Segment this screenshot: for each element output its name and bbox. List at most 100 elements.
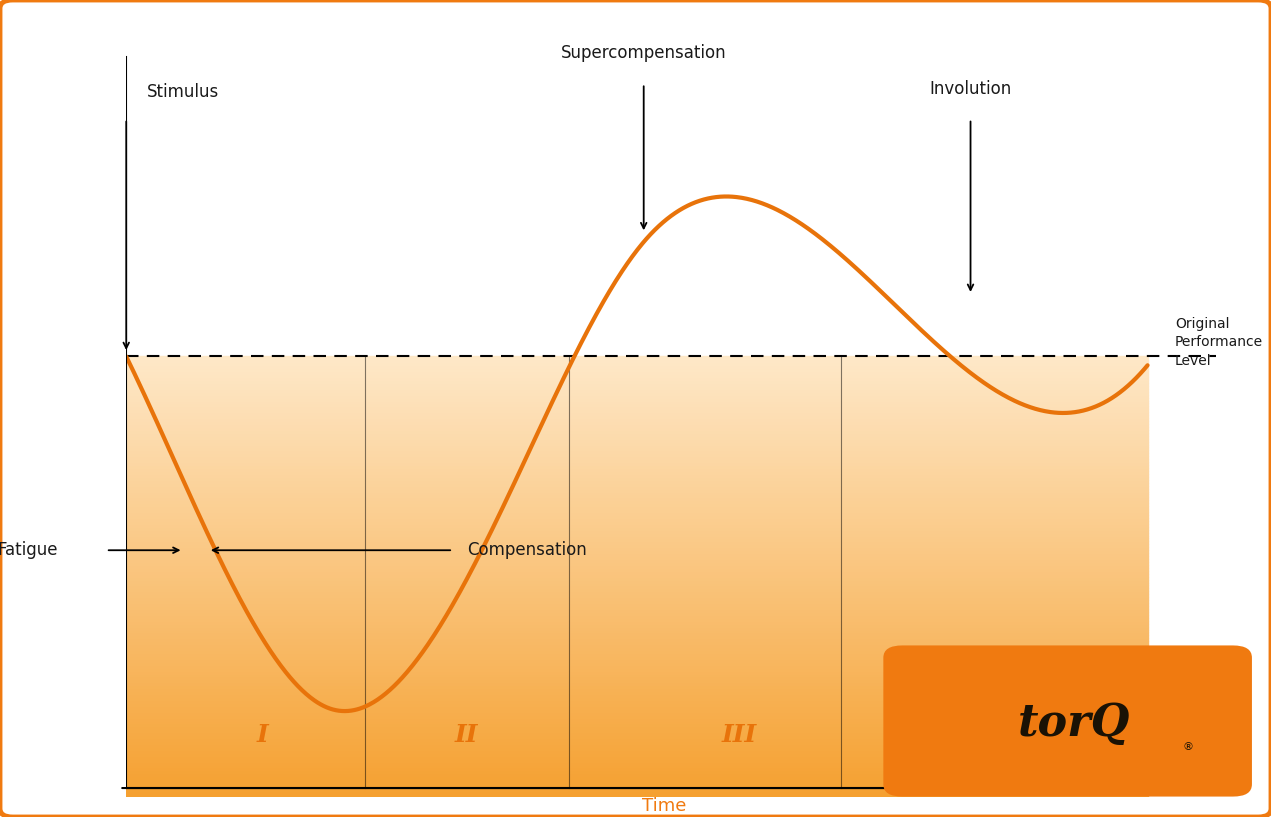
Bar <box>365 785 569 788</box>
Bar <box>841 465 1148 468</box>
Bar <box>126 362 365 365</box>
Bar <box>126 691 365 694</box>
Bar <box>841 556 1148 559</box>
Bar <box>841 448 1148 450</box>
Bar <box>841 538 1148 542</box>
Bar <box>126 386 365 389</box>
Bar <box>841 562 1148 565</box>
Bar <box>126 406 365 409</box>
Bar <box>365 752 569 756</box>
Bar <box>841 685 1148 688</box>
Bar <box>841 673 1148 676</box>
Bar <box>126 647 365 650</box>
Bar <box>126 483 365 485</box>
Bar <box>126 477 365 480</box>
Bar <box>841 389 1148 391</box>
Bar <box>841 492 1148 494</box>
Bar <box>841 671 1148 673</box>
Bar <box>841 659 1148 662</box>
Bar <box>569 659 841 662</box>
Bar <box>841 730 1148 732</box>
Bar <box>365 462 569 465</box>
Bar <box>365 377 569 380</box>
Bar <box>365 671 569 673</box>
Text: Time: Time <box>642 797 686 815</box>
Bar <box>365 550 569 553</box>
Bar <box>841 568 1148 571</box>
Bar <box>126 377 365 380</box>
Bar <box>126 456 365 459</box>
Bar <box>365 556 569 559</box>
Bar <box>365 662 569 665</box>
Bar <box>126 744 365 747</box>
Bar <box>365 521 569 524</box>
Bar <box>569 409 841 413</box>
Bar <box>126 609 365 612</box>
Bar <box>365 489 569 492</box>
Bar <box>841 380 1148 383</box>
Bar <box>569 606 841 609</box>
Bar <box>569 439 841 442</box>
Bar <box>365 565 569 568</box>
Bar <box>841 603 1148 606</box>
Bar <box>365 421 569 424</box>
Bar <box>126 409 365 413</box>
Bar <box>365 685 569 688</box>
Bar <box>365 427 569 430</box>
Bar <box>126 365 365 368</box>
Bar <box>841 533 1148 536</box>
Bar <box>126 459 365 462</box>
Bar <box>126 368 365 371</box>
Bar <box>841 456 1148 459</box>
Bar <box>365 765 569 767</box>
Bar <box>365 644 569 647</box>
Bar <box>126 521 365 524</box>
Bar <box>569 650 841 653</box>
Bar <box>841 450 1148 453</box>
Bar <box>365 380 569 383</box>
Bar <box>365 709 569 712</box>
Bar <box>365 444 569 448</box>
Bar <box>365 697 569 700</box>
Bar <box>365 691 569 694</box>
Bar <box>365 536 569 538</box>
Bar <box>841 709 1148 712</box>
Bar <box>569 673 841 676</box>
Bar <box>569 509 841 512</box>
Bar <box>126 556 365 559</box>
Bar <box>841 494 1148 498</box>
Bar <box>126 492 365 494</box>
Bar <box>841 365 1148 368</box>
Bar <box>569 435 841 439</box>
Bar <box>365 435 569 439</box>
Bar <box>569 377 841 380</box>
Bar <box>569 694 841 697</box>
Bar <box>365 603 569 606</box>
Bar <box>126 489 365 492</box>
Bar <box>569 415 841 418</box>
Bar <box>841 609 1148 612</box>
Bar <box>841 662 1148 665</box>
Bar <box>569 738 841 741</box>
Bar <box>841 400 1148 404</box>
Bar <box>841 623 1148 627</box>
Bar <box>841 444 1148 448</box>
Text: II: II <box>455 723 478 748</box>
Bar <box>126 565 365 568</box>
Bar <box>841 468 1148 471</box>
Bar <box>365 623 569 627</box>
Bar <box>569 448 841 450</box>
Bar <box>365 673 569 676</box>
Bar <box>365 395 569 398</box>
Bar <box>841 756 1148 759</box>
Bar <box>569 615 841 618</box>
Bar <box>569 395 841 398</box>
Bar <box>569 706 841 709</box>
Bar <box>841 723 1148 726</box>
Bar <box>569 697 841 700</box>
Bar <box>126 752 365 756</box>
Bar <box>841 606 1148 609</box>
Bar <box>365 676 569 680</box>
Bar <box>126 612 365 615</box>
Bar <box>841 767 1148 770</box>
